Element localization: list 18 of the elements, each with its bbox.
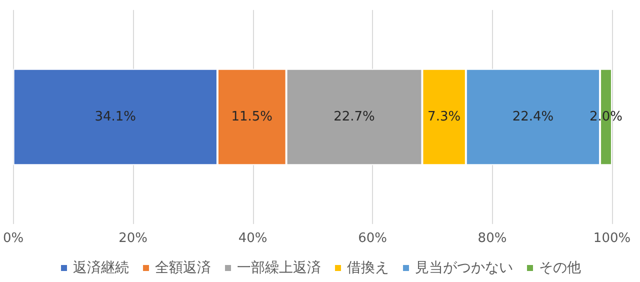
data-label: 22.7% <box>334 110 375 124</box>
data-label: 11.5% <box>231 110 273 124</box>
x-tick-label: 100% <box>593 231 631 246</box>
legend-label: 借換え <box>347 260 389 276</box>
data-label: 2.0% <box>589 110 623 124</box>
data-label: 22.4% <box>512 110 554 124</box>
legend-label: 全額返済 <box>155 260 211 276</box>
legend-label: その他 <box>539 260 581 276</box>
data-label: 7.3% <box>428 110 461 124</box>
x-tick-label: 40% <box>238 231 268 246</box>
x-tick-label: 60% <box>358 231 387 246</box>
data-label: 34.1% <box>94 110 136 124</box>
legend-label: 一部繰上返済 <box>237 260 321 276</box>
x-tick-label: 80% <box>478 231 507 246</box>
x-tick-label: 0% <box>3 231 24 246</box>
legend-label: 見当がつかない <box>415 260 513 276</box>
legend-label: 返済継続 <box>73 260 129 276</box>
x-tick-label: 20% <box>118 231 148 246</box>
